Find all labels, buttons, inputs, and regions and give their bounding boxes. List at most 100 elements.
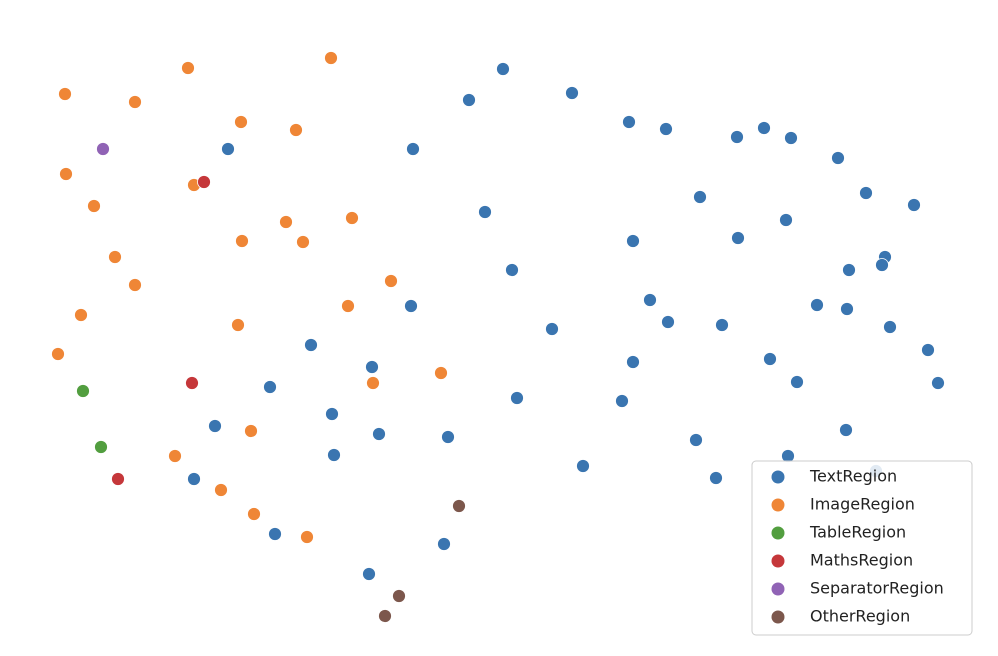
point xyxy=(839,423,853,437)
point xyxy=(784,131,798,145)
point xyxy=(763,352,777,366)
point xyxy=(731,231,745,245)
point xyxy=(341,299,355,313)
point xyxy=(779,213,793,227)
point xyxy=(108,250,122,264)
point xyxy=(94,440,108,454)
point xyxy=(478,205,492,219)
point xyxy=(709,471,723,485)
point xyxy=(247,507,261,521)
point xyxy=(197,175,211,189)
point xyxy=(378,609,392,623)
point xyxy=(234,115,248,129)
point xyxy=(111,472,125,486)
point xyxy=(462,93,476,107)
legend-box xyxy=(751,460,973,636)
point xyxy=(661,315,675,329)
point xyxy=(576,459,590,473)
point xyxy=(693,190,707,204)
point xyxy=(185,376,199,390)
point xyxy=(76,384,90,398)
point xyxy=(441,430,455,444)
point xyxy=(372,427,386,441)
point xyxy=(300,530,314,544)
point xyxy=(59,167,73,181)
point xyxy=(907,198,921,212)
point xyxy=(96,142,110,156)
point xyxy=(168,449,182,463)
point xyxy=(404,299,418,313)
legend-label: TextRegion xyxy=(809,467,897,486)
point xyxy=(626,234,640,248)
legend-label: MathsRegion xyxy=(810,551,913,570)
legend-marker xyxy=(771,498,785,512)
point xyxy=(831,151,845,165)
point xyxy=(883,320,897,334)
point xyxy=(128,278,142,292)
point xyxy=(304,338,318,352)
point xyxy=(263,380,277,394)
legend-label: OtherRegion xyxy=(810,607,910,626)
point xyxy=(345,211,359,225)
point xyxy=(366,376,380,390)
point xyxy=(268,527,282,541)
point xyxy=(181,61,195,75)
point xyxy=(437,537,451,551)
point xyxy=(626,355,640,369)
point xyxy=(87,199,101,213)
point xyxy=(365,360,379,374)
point xyxy=(921,343,935,357)
point xyxy=(235,234,249,248)
legend-marker xyxy=(771,554,785,568)
point xyxy=(875,258,889,272)
point xyxy=(362,567,376,581)
point xyxy=(406,142,420,156)
point xyxy=(622,115,636,129)
point xyxy=(231,318,245,332)
point xyxy=(384,274,398,288)
point xyxy=(757,121,771,135)
point xyxy=(790,375,804,389)
legend-marker xyxy=(771,582,785,596)
point xyxy=(187,472,201,486)
point xyxy=(244,424,258,438)
point xyxy=(545,322,559,336)
point xyxy=(74,308,88,322)
point xyxy=(643,293,657,307)
point xyxy=(327,448,341,462)
point xyxy=(565,86,579,100)
point xyxy=(496,62,510,76)
point xyxy=(452,499,466,513)
point xyxy=(510,391,524,405)
point xyxy=(58,87,72,101)
point xyxy=(221,142,235,156)
legend-marker xyxy=(771,610,785,624)
legend-marker xyxy=(771,526,785,540)
legend-label: ImageRegion xyxy=(810,495,915,514)
point xyxy=(128,95,142,109)
point xyxy=(810,298,824,312)
point xyxy=(296,235,310,249)
point xyxy=(659,122,673,136)
point xyxy=(931,376,945,390)
point xyxy=(279,215,293,229)
point xyxy=(842,263,856,277)
point xyxy=(289,123,303,137)
point xyxy=(505,263,519,277)
point xyxy=(208,419,222,433)
point xyxy=(730,130,744,144)
point xyxy=(51,347,65,361)
point xyxy=(325,407,339,421)
point xyxy=(689,433,703,447)
point xyxy=(434,366,448,380)
point xyxy=(324,51,338,65)
legend-label: TableRegion xyxy=(809,523,906,542)
legend-marker xyxy=(771,470,785,484)
point xyxy=(214,483,228,497)
point xyxy=(840,302,854,316)
point xyxy=(392,589,406,603)
point xyxy=(715,318,729,332)
point xyxy=(615,394,629,408)
legend-label: SeparatorRegion xyxy=(810,579,944,598)
